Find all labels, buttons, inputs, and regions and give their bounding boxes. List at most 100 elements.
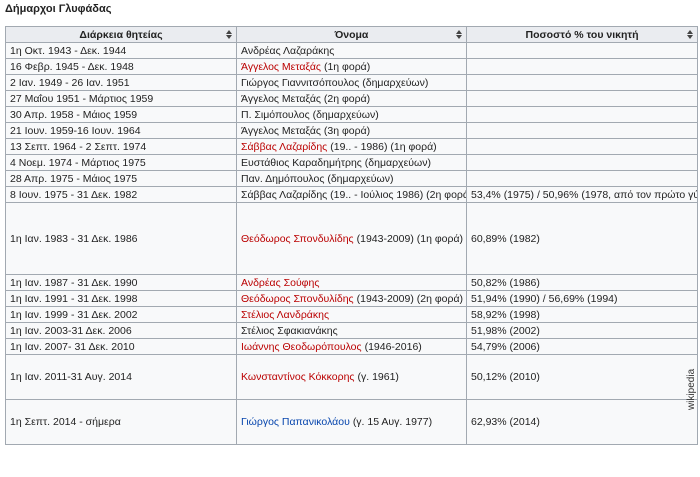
name-cell: Άγγελος Μεταξάς (3η φορά) [236,122,467,139]
header-row: Διάρκεια θητείας Όνομα Ποσοστό % του νικ… [5,26,698,43]
table-row: 1η Οκτ. 1943 - Δεκ. 1944 Ανδρέας Λαζαράκη… [5,42,698,59]
table-row: 2 Ιαν. 1949 - 26 Ιαν. 1951 Γιώργος Γιαννι… [5,74,698,91]
percent-cell: 53,4% (1975) / 50,96% (1978, από τον πρώ… [466,186,698,203]
name-text: Άγγελος Μεταξάς (2η φορά) [241,92,371,105]
name-link[interactable]: Θεόδωρος Σπονδυλίδης [241,292,354,305]
term-cell: 8 Ιουν. 1975 - 31 Δεκ. 1982 [5,186,237,203]
name-note: (1η φορά) [323,60,371,73]
column-header[interactable]: Διάρκεια θητείας [5,26,237,43]
percent-cell [466,74,698,91]
sort-icon [456,30,462,39]
name-cell: Στέλιος Σφακιανάκης [236,322,467,339]
table-row: 4 Νοεμ. 1974 - Μάρτιος 1975 Ευστάθιος Καρ… [5,154,698,171]
name-text: Γιώργος Γιαννιτσόπουλος (δημαρχεύων) [241,76,429,89]
term-cell: 1η Ιαν. 1983 - 31 Δεκ. 1986 [5,202,237,275]
term-cell: 1η Ιαν. 1991 - 31 Δεκ. 1998 [5,290,237,307]
name-link[interactable]: Γιώργος Παπανικολάου [241,416,350,428]
name-cell: Άγγελος Μεταξάς (2η φορά) [236,90,467,107]
name-link[interactable]: Κωνσταντίνος Κόκκορης [241,371,355,383]
table-row: 1η Ιαν. 1991 - 31 Δεκ. 1998 Θεόδωρος Σπον… [5,290,698,307]
table-row: 1η Ιαν. 1987 - 31 Δεκ. 1990 Ανδρέας Σούφη… [5,274,698,291]
sort-icon [226,30,232,39]
sort-icon [687,30,693,39]
term-cell: 1η Ιαν. 1987 - 31 Δεκ. 1990 [5,274,237,291]
percent-cell [466,58,698,75]
name-link[interactable]: Ανδρέας Σούφης [241,276,320,289]
name-cell: Ιωάννης Θεοδωρόπουλος (1946-2016) [236,338,467,355]
name-note: (19.. - 1986) (1η φορά) [330,140,437,153]
percent-cell [466,90,698,107]
name-text: Σάββας Λαζαρίδης (19.. - Ιούλιος 1986) (… [241,188,467,201]
table-row: 21 Ιουν. 1959-16 Ιουν. 1964 Άγγελος Μεταξ… [5,122,698,139]
name-text: Στέλιος Σφακιανάκης [241,324,338,337]
column-header[interactable]: Ποσοστό % του νικητή [466,26,698,43]
column-header[interactable]: Όνομα [236,26,467,43]
name-cell: Άγγελος Μεταξάς (1η φορά) [236,58,467,75]
term-cell: 1η Ιαν. 1999 - 31 Δεκ. 2002 [5,306,237,323]
term-cell: 2 Ιαν. 1949 - 26 Ιαν. 1951 [5,74,237,91]
percent-text: 54,79% (2006) [471,340,540,353]
header-text: Διάρκεια θητείας [79,28,163,41]
percent-text: 60,89% (1982) [471,232,540,245]
name-cell: Παν. Δημόπουλος (δημαρχεύων) [236,170,467,187]
name-cell: Σάββας Λαζαρίδης (19.. - 1986) (1η φορά) [236,138,467,155]
name-cell: Κωνσταντίνος Κόκκορης (γ. 1961) [236,354,467,400]
name-cell: Θεόδωρος Σπονδυλίδης (1943-2009) (2η φορά… [236,290,467,307]
name-link[interactable]: Θεόδωρος Σπονδυλίδης [241,232,354,245]
percent-cell: 54,79% (2006) [466,338,698,355]
table-row: 28 Απρ. 1975 - Μάιος 1975 Παν. Δημόπουλος… [5,170,698,187]
term-cell: 13 Σεπτ. 1964 - 2 Σεπτ. 1974 [5,138,237,155]
percent-cell: 51,94% (1990) / 56,69% (1994) [466,290,698,307]
table-row: 1η Ιαν. 1999 - 31 Δεκ. 2002 Στέλιος Λανδρ… [5,306,698,323]
name-link[interactable]: Άγγελος Μεταξάς [241,60,321,73]
percent-cell: 50,82% (1986) [466,274,698,291]
percent-cell: 62,93% (2014) [466,399,698,445]
term-cell: 1η Ιαν. 2011-31 Αυγ. 2014 [5,354,237,400]
term-cell: 1η Ιαν. 2003-31 Δεκ. 2006 [5,322,237,339]
percent-cell: 50,12% (2010) [466,354,698,400]
percent-text: 51,98% (2002) [471,324,540,337]
percent-cell [466,170,698,187]
name-note: (1943-2009) (1η φορά) [356,232,464,245]
table-row: 1η Ιαν. 2007- 31 Δεκ. 2010 Ιωάννης Θεοδωρ… [5,338,698,355]
term-cell: 1η Σεπτ. 2014 - σήμερα [5,399,237,445]
table-row: 16 Φεβρ. 1945 - Δεκ. 1948 Άγγελος Μεταξάς… [5,58,698,75]
term-cell: 28 Απρ. 1975 - Μάιος 1975 [5,170,237,187]
term-cell: 1η Οκτ. 1943 - Δεκ. 1944 [5,42,237,59]
table-row: 1η Ιαν. 2011-31 Αυγ. 2014 Κωνσταντίνος Κό… [5,354,698,400]
name-text: Άγγελος Μεταξάς (3η φορά) [241,124,371,137]
table-row: 1η Ιαν. 2003-31 Δεκ. 2006 Στέλιος Σφακιαν… [5,322,698,339]
table-row: 1η Ιαν. 1983 - 31 Δεκ. 1986 Θεόδωρος Σπον… [5,202,698,275]
name-text: Παν. Δημόπουλος (δημαρχεύων) [241,172,394,185]
table-body: 1η Οκτ. 1943 - Δεκ. 1944 Ανδρέας Λαζαράκη… [5,42,698,445]
name-cell: Ευστάθιος Καραδημήτρης (δημαρχεύων) [236,154,467,171]
percent-cell [466,42,698,59]
name-cell: Θεόδωρος Σπονδυλίδης (1943-2009) (1η φορά… [236,202,467,275]
percent-cell: 51,98% (2002) [466,322,698,339]
name-cell: Σάββας Λαζαρίδης (19.. - Ιούλιος 1986) (… [236,186,467,203]
name-note: (1943-2009) (2η φορά) [356,292,464,305]
table-row: 13 Σεπτ. 1964 - 2 Σεπτ. 1974 Σάββας Λαζαρ… [5,138,698,155]
name-link[interactable]: Στέλιος Λανδράκης [241,308,330,321]
term-cell: 4 Νοεμ. 1974 - Μάρτιος 1975 [5,154,237,171]
page-title: Δήμαρχοι Γλυφάδας [5,3,112,15]
table-row: 27 Μαΐου 1951 - Μάρτιος 1959 Άγγελος Μετα… [5,90,698,107]
percent-cell [466,154,698,171]
table-row: 1η Σεπτ. 2014 - σήμερα Γιώργος Παπανικολά… [5,399,698,445]
name-note: (γ. 15 Αυγ. 1977) [352,416,433,428]
percent-text: 58,92% (1998) [471,308,540,321]
name-cell: Στέλιος Λανδράκης [236,306,467,323]
percent-cell [466,138,698,155]
percent-text: 51,94% (1990) / 56,69% (1994) [471,292,618,305]
name-link[interactable]: Σάββας Λαζαρίδης [241,140,328,153]
table-row: 30 Απρ. 1958 - Μάιος 1959 Π. Σιμόπουλος (… [5,106,698,123]
name-text: Ευστάθιος Καραδημήτρης (δημαρχεύων) [241,156,431,169]
term-cell: 30 Απρ. 1958 - Μάιος 1959 [5,106,237,123]
name-cell: Γιώργος Παπανικολάου (γ. 15 Αυγ. 1977) [236,399,467,445]
percent-text: 50,82% (1986) [471,276,540,289]
name-cell: Ανδρέας Λαζαράκης [236,42,467,59]
name-link[interactable]: Ιωάννης Θεοδωρόπουλος [241,340,362,353]
term-cell: 1η Ιαν. 2007- 31 Δεκ. 2010 [5,338,237,355]
name-note: (γ. 1961) [357,371,399,383]
